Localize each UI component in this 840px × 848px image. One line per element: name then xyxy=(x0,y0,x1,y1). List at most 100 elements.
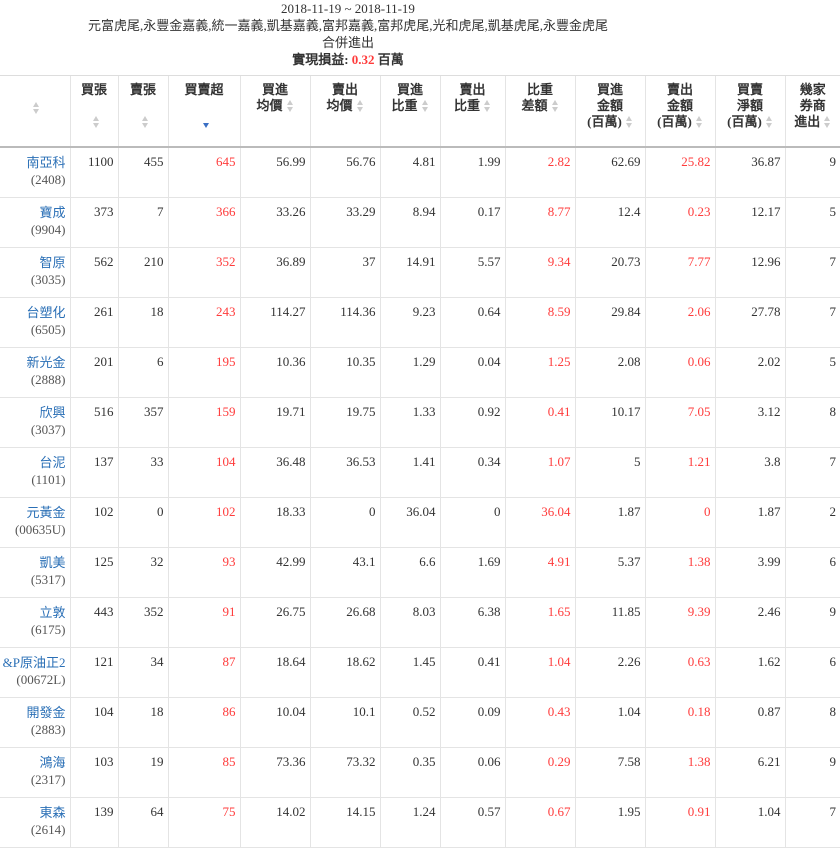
header-text: 比重 xyxy=(526,82,553,97)
column-header[interactable]: 比重 差額 xyxy=(504,75,575,148)
value-cell: 201 xyxy=(69,347,118,398)
value-cell: 104 xyxy=(167,447,240,498)
stock-name[interactable]: 欣興 xyxy=(39,405,66,420)
value-cell: 29.84 xyxy=(574,297,645,348)
value-cell: 26.68 xyxy=(309,597,380,648)
column-header[interactable]: 賣出 均價 xyxy=(309,75,380,148)
value-cell: 104 xyxy=(69,697,118,748)
sort-icon[interactable] xyxy=(483,100,491,114)
value-cell: 9.34 xyxy=(504,247,575,298)
value-cell: 210 xyxy=(117,247,168,298)
header-text: 均價 xyxy=(313,98,378,114)
sort-icon[interactable] xyxy=(765,116,773,130)
stock-name[interactable]: 凱美 xyxy=(39,555,66,570)
stock-name[interactable]: 元大S&P原油正2 xyxy=(2,655,66,670)
stock-name[interactable]: 寶成 xyxy=(39,205,66,220)
value-cell: 0.43 xyxy=(504,697,575,748)
value-cell: 0.64 xyxy=(439,297,505,348)
value-cell: 1.38 xyxy=(644,547,715,598)
stock-name[interactable]: 台泥 xyxy=(39,455,66,470)
value-cell: 2.02 xyxy=(714,347,785,398)
value-cell: 14.15 xyxy=(309,797,380,848)
value-cell: 366 xyxy=(167,197,240,248)
value-cell: 12.17 xyxy=(714,197,785,248)
table-row: 新光金 (2888) 201 6 195 10.36 10.35 1.29 0.04 1.25 2.… xyxy=(0,347,840,398)
sort-icon[interactable] xyxy=(823,116,831,130)
value-cell: 8 xyxy=(784,397,840,448)
value-cell: 1.04 xyxy=(504,647,575,698)
name-header[interactable] xyxy=(0,75,70,148)
value-cell: 114.36 xyxy=(309,297,380,348)
column-header[interactable]: 賣出 比重 xyxy=(439,75,505,148)
sort-icon[interactable] xyxy=(202,116,210,130)
sort-icon[interactable] xyxy=(551,100,559,114)
column-header[interactable]: 買賣 淨額 (百萬) xyxy=(714,75,785,148)
value-cell: 261 xyxy=(69,297,118,348)
value-cell: 6 xyxy=(784,647,840,698)
sort-icon[interactable] xyxy=(695,116,703,130)
stock-name[interactable]: 南亞科 xyxy=(26,155,66,170)
column-header[interactable]: 賣出 金額 (百萬) xyxy=(644,75,715,148)
header-row: 買張 賣張 買賣超 買進 均價 賣出 均價 買進 比重 賣出 比重 比重 差額 買進 金額 (百萬) 賣出 金額(… xyxy=(0,75,840,148)
sort-icon[interactable] xyxy=(356,100,364,114)
stock-name[interactable]: 台塑化 xyxy=(26,305,66,320)
value-cell: 7 xyxy=(784,297,840,348)
column-header[interactable]: 幾家 券商 進出 xyxy=(784,75,840,148)
stock-code: (00672L) xyxy=(16,672,66,687)
value-cell: 42.99 xyxy=(239,547,310,598)
header-text: 買進 xyxy=(396,82,423,97)
value-cell: 10.1 xyxy=(309,697,380,748)
value-cell: 1.99 xyxy=(439,147,505,198)
table-row: 欣興 (3037) 516 357 159 19.71 19.75 1.33 0.92 0.41 1… xyxy=(0,397,840,448)
value-cell: 14.91 xyxy=(379,247,440,298)
value-cell: 20.73 xyxy=(574,247,645,298)
value-cell: 18.64 xyxy=(239,647,310,698)
stock-name[interactable]: 立敦 xyxy=(39,605,66,620)
value-cell: 1.33 xyxy=(379,397,440,448)
value-cell: 0.63 xyxy=(644,647,715,698)
column-header[interactable]: 買賣超 xyxy=(167,75,240,148)
header-text: 券商 xyxy=(799,98,826,113)
sort-icon[interactable] xyxy=(141,116,149,130)
stock-name[interactable]: 開發金 xyxy=(26,705,66,720)
stock-code: (2883) xyxy=(30,722,66,737)
value-cell: 18 xyxy=(117,697,168,748)
stock-name[interactable]: 東森 xyxy=(39,805,66,820)
stock-name[interactable]: 元黃金 xyxy=(26,505,66,520)
value-cell: 9 xyxy=(784,597,840,648)
value-cell: 19.75 xyxy=(309,397,380,448)
sort-icon[interactable] xyxy=(92,116,100,130)
value-cell: 1.21 xyxy=(644,447,715,498)
column-header[interactable]: 買進 金額 (百萬) xyxy=(574,75,645,148)
date-range: 2018-11-19 ~ 2018-11-19 xyxy=(281,1,415,16)
stock-cell: 南亞科 (2408) xyxy=(0,147,70,198)
value-cell: 2.06 xyxy=(644,297,715,348)
column-header[interactable]: 買進 均價 xyxy=(239,75,310,148)
value-cell: 36.04 xyxy=(504,497,575,548)
value-cell: 8.77 xyxy=(504,197,575,248)
header-text: 淨額 xyxy=(736,98,763,113)
value-cell: 7.77 xyxy=(644,247,715,298)
value-cell: 26.75 xyxy=(239,597,310,648)
sort-icon[interactable] xyxy=(625,116,633,130)
column-header[interactable]: 買進 比重 xyxy=(379,75,440,148)
column-header[interactable]: 買張 xyxy=(69,75,118,148)
stock-name[interactable]: 新光金 xyxy=(26,355,66,370)
table-row: 凱美 (5317) 125 32 93 42.99 43.1 6.6 1.69 4.91 5.37 1… xyxy=(0,547,840,598)
value-cell: 0.23 xyxy=(644,197,715,248)
value-cell: 0 xyxy=(439,497,505,548)
value-cell: 5.57 xyxy=(439,247,505,298)
sort-icon[interactable] xyxy=(286,100,294,114)
sort-icon[interactable] xyxy=(421,100,429,114)
value-cell: 137 xyxy=(69,447,118,498)
value-cell: 18 xyxy=(117,297,168,348)
stock-code: (00635U) xyxy=(14,522,66,537)
value-cell: 6 xyxy=(117,347,168,398)
value-cell: 102 xyxy=(167,497,240,548)
stock-name[interactable]: 鴻海 xyxy=(39,755,66,770)
table-row: 元黃金 (00635U) 102 0 102 18.33 0 36.04 0 36.04 1.87 0… xyxy=(0,497,840,548)
value-cell: 0.29 xyxy=(504,747,575,798)
stock-name[interactable]: 智原 xyxy=(39,255,66,270)
value-cell: 7 xyxy=(784,247,840,298)
column-header[interactable]: 賣張 xyxy=(117,75,168,148)
